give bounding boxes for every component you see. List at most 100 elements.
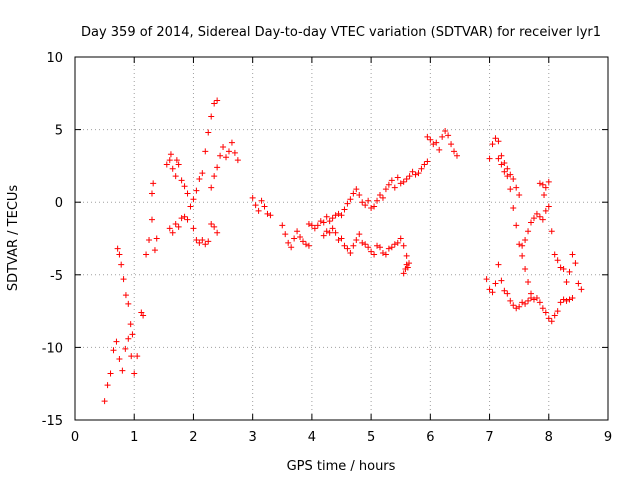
data-point [418, 165, 425, 172]
data-point [448, 141, 455, 148]
data-point [385, 181, 392, 188]
data-point [554, 257, 561, 264]
data-point [394, 239, 401, 246]
data-point [376, 244, 383, 251]
data-point [181, 183, 188, 190]
data-point [504, 165, 511, 172]
data-point [122, 292, 129, 299]
data-point [501, 159, 508, 166]
axis-ticks [74, 56, 609, 421]
x-tick-label: 5 [367, 430, 375, 445]
data-point [267, 212, 274, 219]
data-point [545, 178, 552, 185]
data-point [513, 222, 520, 229]
data-point [264, 210, 271, 217]
grid-lines [75, 57, 608, 420]
data-point [578, 286, 585, 293]
data-point [489, 141, 496, 148]
data-point [513, 184, 520, 191]
data-point [575, 280, 582, 287]
data-point [400, 242, 407, 249]
data-point [519, 242, 526, 249]
data-point [424, 158, 431, 165]
data-point [533, 295, 540, 302]
data-point [172, 173, 179, 180]
data-point [211, 223, 218, 230]
data-point [285, 239, 292, 246]
data-point [225, 148, 232, 155]
data-point [317, 218, 324, 225]
data-point [430, 141, 437, 148]
data-point [320, 232, 327, 239]
data-point [379, 250, 386, 257]
data-point [356, 191, 363, 198]
data-point [569, 295, 576, 302]
x-tick-label: 6 [426, 430, 434, 445]
data-point [196, 175, 203, 182]
data-point [153, 235, 160, 242]
data-point [442, 128, 449, 135]
data-point [202, 241, 209, 248]
data-point [116, 251, 123, 258]
data-point [196, 239, 203, 246]
data-point [516, 303, 523, 310]
data-point [545, 315, 552, 322]
data-point [302, 241, 309, 248]
chart-title: Day 359 of 2014, Sidereal Day-to-day VTE… [81, 25, 601, 40]
x-axis-label: GPS time / hours [287, 459, 396, 474]
data-point [397, 235, 404, 242]
data-point [560, 265, 567, 272]
data-point [202, 148, 209, 155]
data-point [199, 236, 206, 243]
data-point [551, 312, 558, 319]
data-point [127, 321, 134, 328]
data-point [249, 194, 256, 201]
data-point [501, 287, 508, 294]
data-point [205, 129, 212, 136]
data-point [122, 345, 129, 352]
data-point [362, 202, 369, 209]
data-point [507, 297, 514, 304]
data-point [533, 210, 540, 217]
data-point [388, 177, 395, 184]
data-point [199, 170, 206, 177]
x-tick-labels: 0 1 2 3 4 5 6 7 8 9 [71, 430, 612, 445]
data-point [525, 228, 532, 235]
data-point [101, 398, 108, 405]
data-point [190, 225, 197, 232]
data-point [539, 216, 546, 223]
data-point [525, 279, 532, 286]
data-point [495, 261, 502, 268]
data-point [542, 309, 549, 316]
x-tick-label: 2 [189, 430, 197, 445]
data-point [415, 170, 422, 177]
data-point [406, 173, 413, 180]
x-tick-label: 1 [130, 430, 138, 445]
data-point [519, 252, 526, 259]
data-point [498, 152, 505, 159]
data-point [365, 197, 372, 204]
data-point [394, 174, 401, 181]
data-point [353, 236, 360, 243]
data-point [376, 191, 383, 198]
data-point [323, 228, 330, 235]
data-point [495, 155, 502, 162]
data-point [166, 157, 173, 164]
data-point [338, 235, 345, 242]
data-point [143, 251, 150, 258]
data-point [522, 265, 529, 272]
data-point [323, 213, 330, 220]
data-point [528, 290, 535, 297]
data-point [400, 178, 407, 185]
data-point [231, 149, 238, 156]
data-point [344, 245, 351, 252]
data-point [516, 191, 523, 198]
data-point [173, 157, 180, 164]
data-point [211, 173, 218, 180]
data-point [169, 165, 176, 172]
data-point [548, 318, 555, 325]
data-point [362, 241, 369, 248]
data-point [359, 199, 366, 206]
y-tick-label: -5 [50, 269, 63, 284]
data-point [522, 300, 529, 307]
